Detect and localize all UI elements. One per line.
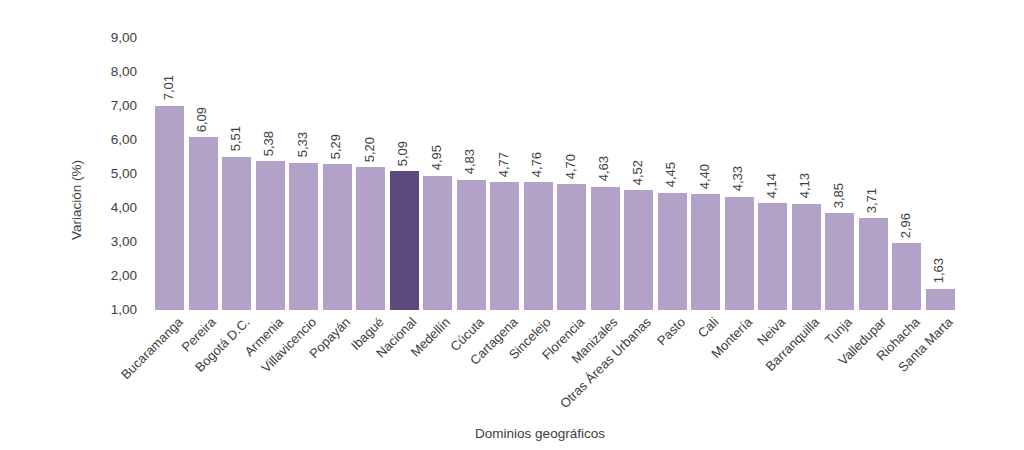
category-label: Cali — [696, 315, 721, 340]
bar-value-label: 5,51 — [229, 126, 242, 151]
bar-value-label: 5,20 — [363, 137, 376, 162]
bar-neiva — [758, 203, 787, 310]
bar-barranquilla — [792, 204, 821, 310]
bar-bogot-d-c- — [222, 157, 251, 310]
y-tick-label: 7,00 — [85, 98, 137, 114]
y-tick-label: 4,00 — [85, 200, 137, 216]
bar-medell-n — [423, 176, 452, 310]
bar-value-label: 2,96 — [899, 213, 912, 238]
bar-value-label: 7,01 — [162, 75, 175, 100]
y-axis-title: Variación (%) — [69, 100, 85, 300]
bar-value-label: 3,71 — [865, 188, 878, 213]
bar-pasto — [658, 193, 687, 310]
bar-cartagena — [490, 182, 519, 310]
bar-value-label: 4,40 — [698, 164, 711, 189]
bar-popay-n — [323, 164, 352, 310]
y-tick-label: 5,00 — [85, 166, 137, 182]
category-label: Bucaramanga — [118, 315, 184, 381]
x-axis-title: Dominios geográficos — [340, 426, 740, 441]
bar-sincelejo — [524, 182, 553, 310]
y-tick-label: 2,00 — [85, 268, 137, 284]
bar-value-label: 6,09 — [195, 107, 208, 132]
bar-value-label: 4,77 — [497, 152, 510, 177]
y-tick-label: 3,00 — [85, 234, 137, 250]
bar-bucaramanga — [155, 106, 184, 310]
bar-villavicencio — [289, 163, 318, 310]
bar-value-label: 4,45 — [664, 162, 677, 187]
bar-monter-a — [725, 197, 754, 310]
bar-tunja — [825, 213, 854, 310]
bar-armenia — [256, 161, 285, 310]
bar-value-label: 5,38 — [262, 131, 275, 156]
bar-value-label: 4,63 — [597, 156, 610, 181]
bar-value-label: 5,09 — [396, 141, 409, 166]
bar-value-label: 4,70 — [564, 154, 577, 179]
y-tick-label: 9,00 — [85, 30, 137, 46]
bar-cali — [691, 194, 720, 310]
y-tick-label: 8,00 — [85, 64, 137, 80]
category-label: Pasto — [654, 315, 687, 348]
bar-santa-marta — [926, 289, 955, 310]
bar-value-label: 4,13 — [798, 173, 811, 198]
bar-value-label: 4,52 — [631, 160, 644, 185]
bar-manizales — [591, 187, 620, 310]
bar-value-label: 4,95 — [430, 145, 443, 170]
bar-value-label: 5,33 — [296, 132, 309, 157]
bar-nacional — [390, 171, 419, 310]
bar-value-label: 4,33 — [731, 166, 744, 191]
bar-value-label: 4,83 — [463, 149, 476, 174]
bar-c-cuta — [457, 180, 486, 310]
y-tick-label: 1,00 — [85, 302, 137, 318]
bar-ibagu- — [356, 167, 385, 310]
bar-value-label: 3,85 — [832, 183, 845, 208]
bar-valledupar — [859, 218, 888, 310]
bar-chart: Variación (%) 9,00 8,00 7,00 6,00 5,00 4,00 3,… — [0, 0, 1024, 450]
bar-value-label: 4,14 — [765, 173, 778, 198]
bar-pereira — [189, 137, 218, 310]
y-tick-label: 6,00 — [85, 132, 137, 148]
bar-florencia — [557, 184, 586, 310]
bar-value-label: 5,29 — [329, 134, 342, 159]
bar-value-label: 4,76 — [530, 152, 543, 177]
bar-value-label: 1,63 — [932, 258, 945, 283]
bar-riohacha — [892, 243, 921, 310]
bar-otras-reas-urbanas — [624, 190, 653, 310]
